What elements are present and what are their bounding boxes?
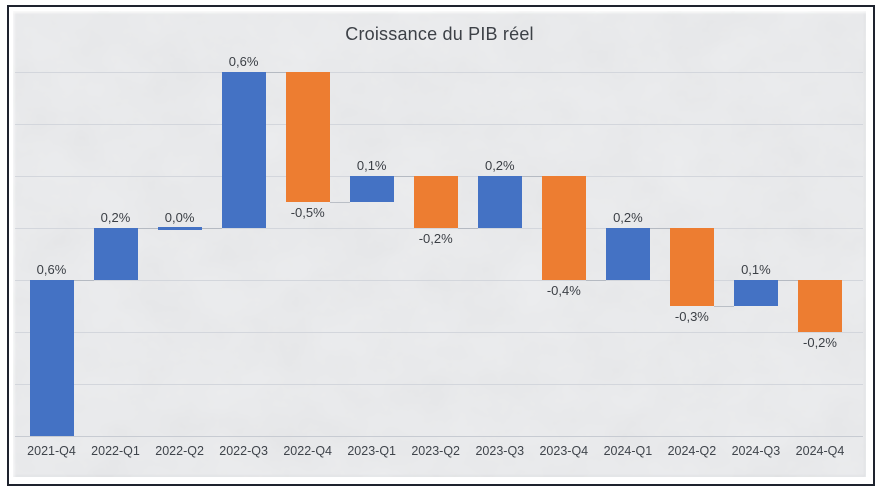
data-label-2022-Q4: -0,5%: [290, 205, 325, 220]
bar-2023-Q1[interactable]: [349, 176, 394, 202]
data-label-2024-Q1: 0,2%: [613, 210, 643, 225]
x-axis-label-2022-Q1: 2022-Q1: [91, 444, 140, 458]
data-label-2023-Q4: -0,4%: [546, 283, 581, 298]
x-axis-label-2021-Q4: 2021-Q4: [27, 444, 76, 458]
connector-2024-Q1: [649, 228, 670, 229]
data-label-2023-Q1: 0,1%: [356, 158, 387, 173]
bar-2022-Q3[interactable]: [221, 72, 266, 228]
data-label-2023-Q3: 0,2%: [484, 158, 515, 173]
bar-2024-Q3[interactable]: [733, 280, 778, 306]
bar-2021-Q4[interactable]: [29, 280, 74, 436]
gridline-1.2pct: [15, 124, 863, 125]
bar-2024-Q2[interactable]: [669, 228, 714, 306]
connector-2022-Q2: [201, 228, 222, 229]
chart-area[interactable]: Croissance du PIB réel 0,6% 0,2% 0,0% 0,6% -…: [13, 11, 866, 477]
x-axis-line: [15, 436, 863, 437]
connector-2023-Q4: [585, 280, 606, 281]
chart-title: Croissance du PIB réel: [345, 24, 534, 44]
gridline-1.4pct: [15, 72, 863, 73]
chart-object-border: [7, 5, 875, 486]
x-axis-label-2024-Q1: 2024-Q1: [603, 444, 653, 458]
gridline-0.6pct: [15, 280, 863, 281]
bar-2022-Q1[interactable]: [93, 228, 138, 280]
x-axis-label-2023-Q1: 2023-Q1: [347, 444, 397, 458]
bar-2022-Q4[interactable]: [285, 72, 330, 202]
connector-2021-Q4: [73, 280, 94, 281]
data-label-2022-Q3: 0,6%: [228, 54, 259, 69]
x-axis-label-2024-Q3: 2024-Q3: [731, 444, 781, 458]
x-axis-label-2024-Q2: 2024-Q2: [667, 444, 717, 458]
gridline-0.2pct: [15, 384, 863, 385]
x-axis-label-2023-Q4: 2023-Q4: [539, 444, 589, 458]
connector-2024-Q3: [777, 280, 798, 281]
data-label-2024-Q4: -0,2%: [803, 335, 837, 350]
x-axis-label-2023-Q2: 2023-Q2: [411, 444, 461, 458]
connector-2023-Q3: [521, 176, 542, 177]
bar-2024-Q1[interactable]: [605, 228, 650, 280]
data-label-2024-Q2: -0,3%: [674, 309, 709, 324]
bar-2023-Q4[interactable]: [541, 176, 586, 280]
connector-2022-Q4: [329, 202, 350, 203]
bar-2024-Q4[interactable]: [798, 280, 842, 332]
data-label-2024-Q3: 0,1%: [741, 262, 771, 277]
connector-2022-Q3: [265, 72, 286, 73]
data-label-2022-Q1: 0,2%: [100, 210, 131, 225]
data-label-2022-Q2: 0,0%: [164, 210, 195, 225]
data-label-2023-Q2: -0,2%: [418, 231, 453, 246]
x-axis-label-2022-Q4: 2022-Q4: [283, 444, 333, 458]
data-label-2021-Q4: 0,6%: [36, 262, 67, 277]
x-axis-label-2022-Q2: 2022-Q2: [155, 444, 204, 458]
x-axis-label-2022-Q3: 2022-Q3: [219, 444, 268, 458]
connector-2023-Q1: [393, 176, 414, 177]
gridline-0.4pct: [15, 332, 863, 333]
bar-2023-Q3[interactable]: [477, 176, 522, 228]
bar-2022-Q2[interactable]: [157, 227, 202, 230]
bar-2023-Q2[interactable]: [413, 176, 458, 228]
x-axis-label-2023-Q3: 2023-Q3: [475, 444, 525, 458]
x-axis-label-2024-Q4: 2024-Q4: [795, 444, 845, 458]
connector-2022-Q1: [137, 228, 158, 229]
connector-2023-Q2: [457, 228, 478, 229]
connector-2024-Q2: [713, 306, 734, 307]
gridline-0.8pct: [15, 228, 863, 229]
